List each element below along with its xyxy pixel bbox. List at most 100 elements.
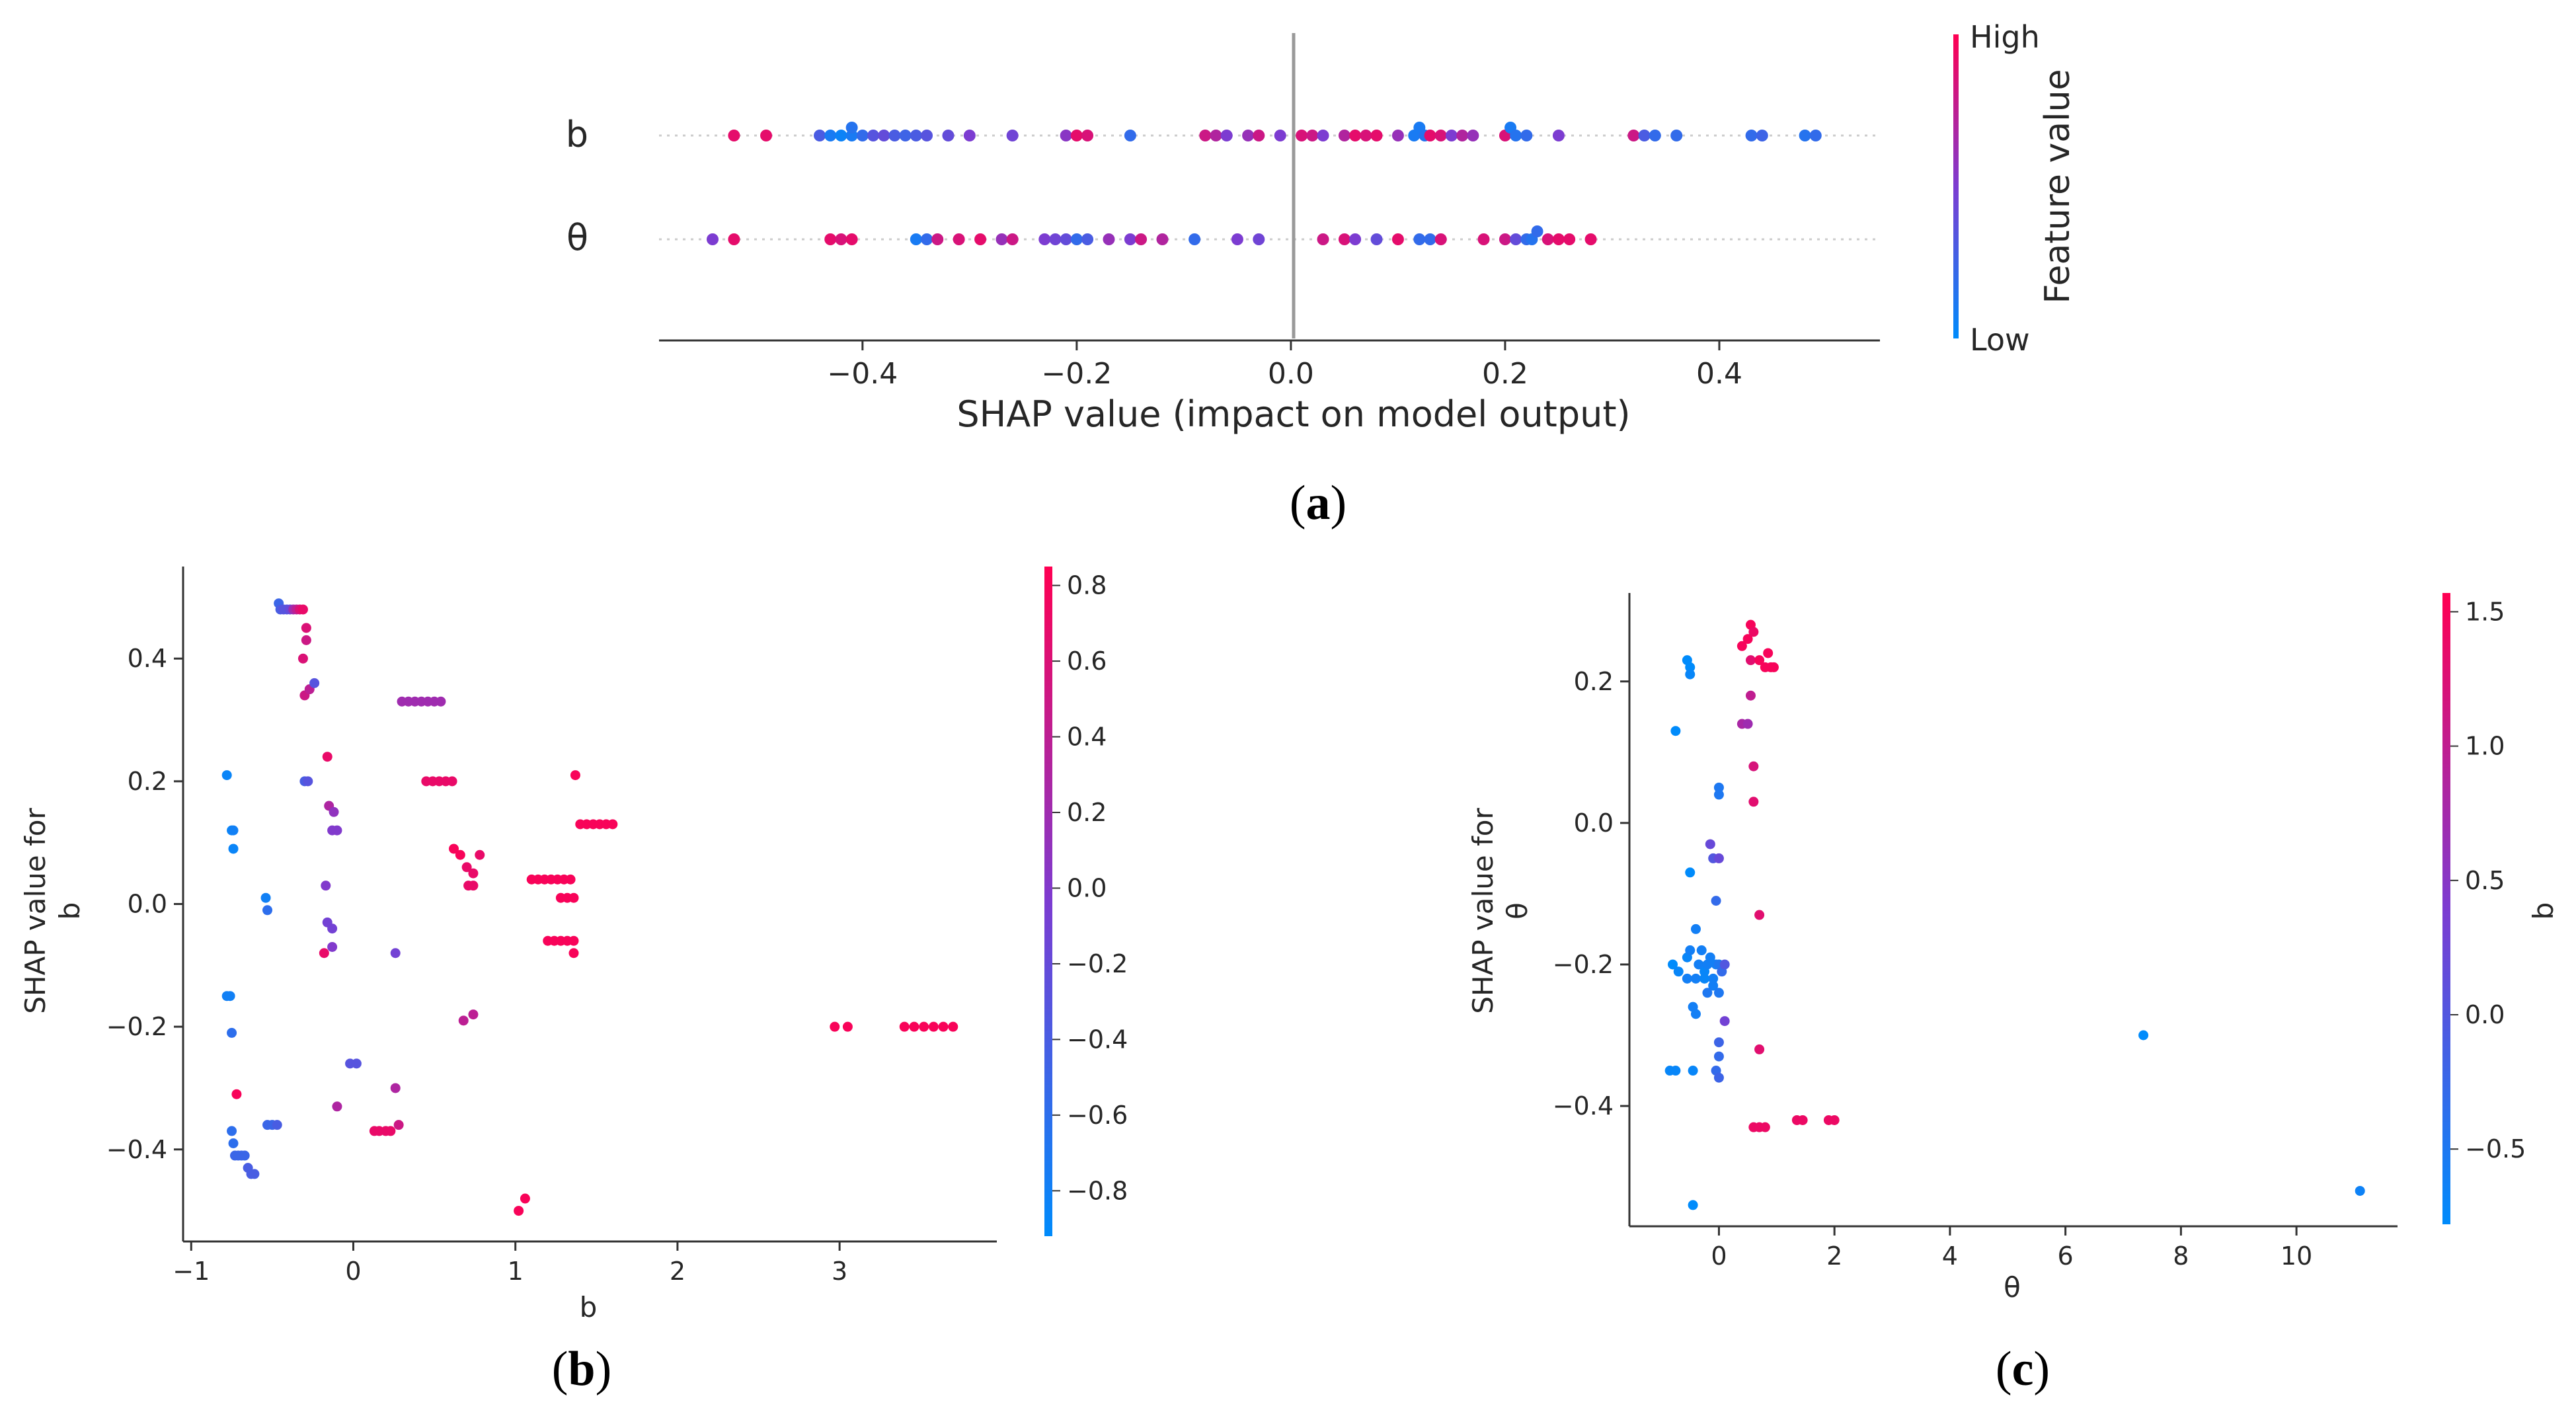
dependence-point bbox=[1705, 839, 1715, 849]
dependence-point bbox=[1705, 952, 1715, 963]
shap-point bbox=[1510, 130, 1522, 141]
shap-point bbox=[1638, 130, 1651, 141]
dependence-point bbox=[227, 1027, 237, 1038]
y-tick-label: 0.4 bbox=[128, 644, 167, 673]
dependence-point bbox=[228, 1138, 239, 1148]
shap-point bbox=[867, 130, 880, 141]
dependence-point bbox=[1713, 782, 1724, 793]
dependence-point bbox=[319, 948, 329, 959]
shap-point bbox=[1124, 233, 1136, 245]
shap-point bbox=[1563, 233, 1576, 245]
dependence-point bbox=[1708, 980, 1719, 991]
dependence-point bbox=[225, 991, 235, 1002]
shap-point bbox=[1124, 130, 1136, 141]
dependence-point bbox=[1713, 853, 1724, 863]
dependence-point bbox=[1670, 726, 1681, 736]
dependence-point bbox=[221, 770, 232, 781]
shap-point bbox=[1156, 233, 1169, 245]
dependence-point bbox=[1713, 1072, 1724, 1083]
shap-point bbox=[845, 233, 858, 245]
colorbar bbox=[1953, 34, 1959, 338]
shap-point bbox=[1220, 130, 1233, 141]
dependence-point bbox=[327, 924, 338, 934]
dependence-point bbox=[1760, 1122, 1770, 1132]
shap-point bbox=[910, 233, 922, 245]
dependence-point bbox=[1754, 910, 1765, 920]
shap-point bbox=[1317, 130, 1329, 141]
dependence-point bbox=[570, 770, 580, 781]
shap-point bbox=[888, 130, 901, 141]
shap-point bbox=[1552, 233, 1565, 245]
dependence-point bbox=[1745, 655, 1756, 666]
dependence-point bbox=[468, 868, 479, 879]
shap-point bbox=[1467, 130, 1479, 141]
dependence-point bbox=[1673, 966, 1684, 977]
x-tick-label: 4 bbox=[1942, 1241, 1958, 1271]
colorbar-ticks: −0.5 0.0 0.5 1.0 1.5 bbox=[2450, 597, 2526, 1163]
x-axis-ticks: −0.4 −0.2 0.0 0.2 0.4 bbox=[827, 340, 1742, 391]
colorbar-tick-label: −0.2 bbox=[1067, 949, 1128, 978]
x-tick-label: 3 bbox=[832, 1257, 847, 1286]
dependence-point bbox=[514, 1206, 524, 1216]
shap-point bbox=[835, 233, 847, 245]
dependence-point bbox=[455, 849, 465, 860]
dependence-point bbox=[436, 696, 446, 707]
dependence-point bbox=[1748, 761, 1759, 771]
dependence-point bbox=[449, 844, 459, 854]
shap-point bbox=[1070, 130, 1083, 141]
shap-point bbox=[974, 233, 987, 245]
x-tick-label: 0.0 bbox=[1268, 357, 1314, 391]
dependence-point bbox=[899, 1021, 910, 1032]
y-tick-label: 0.2 bbox=[1574, 667, 1614, 696]
shap-point bbox=[728, 130, 740, 141]
dependence-point bbox=[2355, 1185, 2365, 1196]
shap-point bbox=[1317, 233, 1329, 245]
colorbar-ticks: −0.8 −0.6 −0.4 −0.2 0.0 0.2 0.4 0.6 0.8 bbox=[1052, 571, 1128, 1205]
x-axis-label: θ bbox=[2004, 1271, 2021, 1304]
y-tick-label: −0.4 bbox=[1553, 1091, 1614, 1121]
dependence-point bbox=[1688, 1200, 1698, 1210]
dependence-point bbox=[297, 653, 308, 664]
dependence-point bbox=[830, 1021, 840, 1032]
shap-point bbox=[1799, 130, 1811, 141]
shap-point bbox=[1499, 233, 1511, 245]
feature-row-guides bbox=[659, 134, 1880, 241]
dependence-point bbox=[1708, 973, 1719, 984]
dependence-point bbox=[1797, 1115, 1808, 1125]
shap-point bbox=[1349, 233, 1362, 245]
shap-point bbox=[899, 130, 912, 141]
y-tick-label: 0.0 bbox=[1574, 808, 1614, 838]
dependence-point bbox=[390, 948, 401, 959]
dependence-point bbox=[390, 1083, 401, 1093]
shap-point bbox=[1060, 233, 1072, 245]
dependence-point bbox=[1713, 988, 1724, 998]
dependence-point bbox=[565, 874, 576, 885]
dependence-point bbox=[1742, 634, 1753, 645]
shap-point bbox=[1253, 233, 1265, 245]
shap-point bbox=[878, 130, 890, 141]
dependence-point bbox=[260, 892, 271, 903]
shap-point bbox=[707, 233, 719, 245]
dependence-point bbox=[2138, 1030, 2149, 1041]
shap-point bbox=[1081, 130, 1094, 141]
shap-point bbox=[1424, 130, 1436, 141]
dependence-point bbox=[1690, 924, 1701, 934]
x-tick-label: 0.4 bbox=[1696, 357, 1742, 391]
shap-point bbox=[1242, 130, 1255, 141]
shap-point bbox=[1552, 130, 1565, 141]
x-tick-label: 2 bbox=[670, 1257, 685, 1286]
dependence-point bbox=[948, 1021, 958, 1032]
shap-point bbox=[1520, 130, 1533, 141]
dependence-point bbox=[228, 844, 239, 854]
colorbar bbox=[1044, 567, 1052, 1236]
shap-point bbox=[814, 130, 826, 141]
dependence-point bbox=[1754, 655, 1765, 666]
y-tick-label: 0.2 bbox=[128, 767, 167, 796]
dependence-point bbox=[842, 1021, 853, 1032]
x-tick-label: 2 bbox=[1826, 1241, 1842, 1271]
shap-point bbox=[1756, 130, 1768, 141]
dependence-point bbox=[301, 635, 311, 645]
y-axis-label: SHAP value forb bbox=[19, 808, 86, 1014]
dependence-point bbox=[607, 819, 618, 830]
